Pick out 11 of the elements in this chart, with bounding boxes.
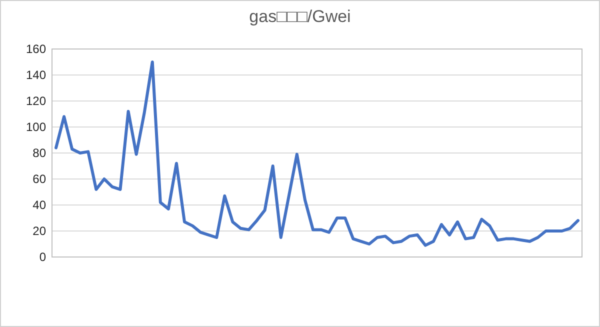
y-tick-label: 120 bbox=[26, 94, 46, 108]
y-tick-label: 80 bbox=[32, 146, 46, 160]
chart-title: gas□□□/Gwei bbox=[249, 7, 351, 26]
y-tick-label: 160 bbox=[26, 42, 46, 56]
y-tick-label: 0 bbox=[39, 250, 46, 264]
line-series bbox=[54, 60, 580, 247]
y-tick-label: 40 bbox=[32, 198, 46, 212]
y-tick-label: 100 bbox=[26, 120, 46, 134]
y-tick-label: 60 bbox=[32, 172, 46, 186]
y-tick-label: 20 bbox=[32, 224, 46, 238]
y-tick-label: 140 bbox=[26, 68, 46, 82]
